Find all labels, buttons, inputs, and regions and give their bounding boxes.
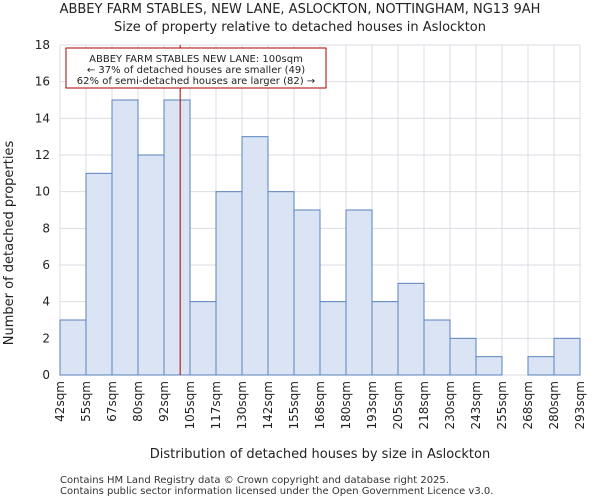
footer-line-2: Contains public sector information licen… <box>60 486 493 497</box>
x-tick-label: 105sqm <box>183 381 197 429</box>
y-tick-label: 14 <box>35 111 50 125</box>
x-axis-label: Distribution of detached houses by size … <box>150 447 490 462</box>
bar <box>85 172 113 376</box>
x-tick-label: 42sqm <box>53 381 67 422</box>
chart-subtitle: Size of property relative to detached ho… <box>114 20 486 35</box>
x-tick-label: 180sqm <box>339 381 353 429</box>
x-tick-label: 205sqm <box>391 381 405 429</box>
y-tick-label: 2 <box>42 331 50 345</box>
y-tick-label: 4 <box>42 295 50 309</box>
x-tick-label: 168sqm <box>313 381 327 429</box>
y-tick-label: 18 <box>35 38 50 52</box>
bar <box>241 136 269 376</box>
x-tick-label: 280sqm <box>547 381 561 429</box>
y-tick-label: 16 <box>35 75 50 89</box>
x-tick-label: 255sqm <box>495 381 509 429</box>
annotation-line-1: ABBEY FARM STABLES NEW LANE: 100sqm <box>89 54 303 65</box>
y-tick-labels: 0 2 4 6 8 10 12 14 16 18 <box>35 38 50 382</box>
x-tick-label: 268sqm <box>521 381 535 429</box>
bar <box>293 209 321 376</box>
x-tick-label: 243sqm <box>469 381 483 429</box>
x-tick-label: 80sqm <box>131 381 145 422</box>
x-tick-label: 230sqm <box>443 381 457 429</box>
footer-line-1: Contains HM Land Registry data © Crown c… <box>60 475 449 486</box>
y-axis-label: Number of detached properties <box>2 141 17 346</box>
annotation-line-3: 62% of semi-detached houses are larger (… <box>77 76 315 87</box>
x-tick-label: 155sqm <box>287 381 301 429</box>
x-tick-label: 293sqm <box>573 381 587 429</box>
bar <box>345 209 373 376</box>
bar <box>163 99 191 376</box>
x-tick-label: 92sqm <box>157 381 171 422</box>
bar <box>137 154 165 376</box>
bar <box>267 191 295 376</box>
bar <box>475 356 503 376</box>
bar <box>215 191 243 376</box>
bar <box>371 301 399 376</box>
bar <box>449 337 477 376</box>
bar <box>189 301 217 376</box>
annotation-line-2: ← 37% of detached houses are smaller (49… <box>87 65 305 76</box>
x-tick-label: 55sqm <box>79 381 93 422</box>
y-tick-label: 10 <box>35 185 50 199</box>
bars <box>59 99 581 376</box>
bar <box>423 319 451 376</box>
x-tick-label: 218sqm <box>417 381 431 429</box>
x-tick-label: 117sqm <box>209 381 223 429</box>
x-tick-label: 142sqm <box>261 381 275 429</box>
bar <box>111 99 139 376</box>
y-tick-label: 8 <box>42 221 50 235</box>
x-tick-label: 193sqm <box>365 381 379 429</box>
y-tick-label: 0 <box>42 368 50 382</box>
bar <box>319 301 347 376</box>
y-tick-label: 12 <box>35 148 50 162</box>
annotation-border <box>65 47 327 89</box>
bar <box>59 319 87 376</box>
bar <box>527 356 555 376</box>
x-tick-label: 130sqm <box>235 381 249 429</box>
bar <box>553 337 581 376</box>
y-tick-label: 6 <box>42 258 50 272</box>
chart-title: ABBEY FARM STABLES, NEW LANE, ASLOCKTON,… <box>60 2 541 17</box>
x-tick-labels: 42sqm 55sqm 67sqm 80sqm 92sqm 105sqm 117sqm 130… <box>53 381 587 429</box>
bar <box>397 282 425 376</box>
x-tick-label: 67sqm <box>105 381 119 422</box>
annotation-box: ABBEY FARM STABLES NEW LANE: 100sqm ← 37… <box>65 47 327 89</box>
